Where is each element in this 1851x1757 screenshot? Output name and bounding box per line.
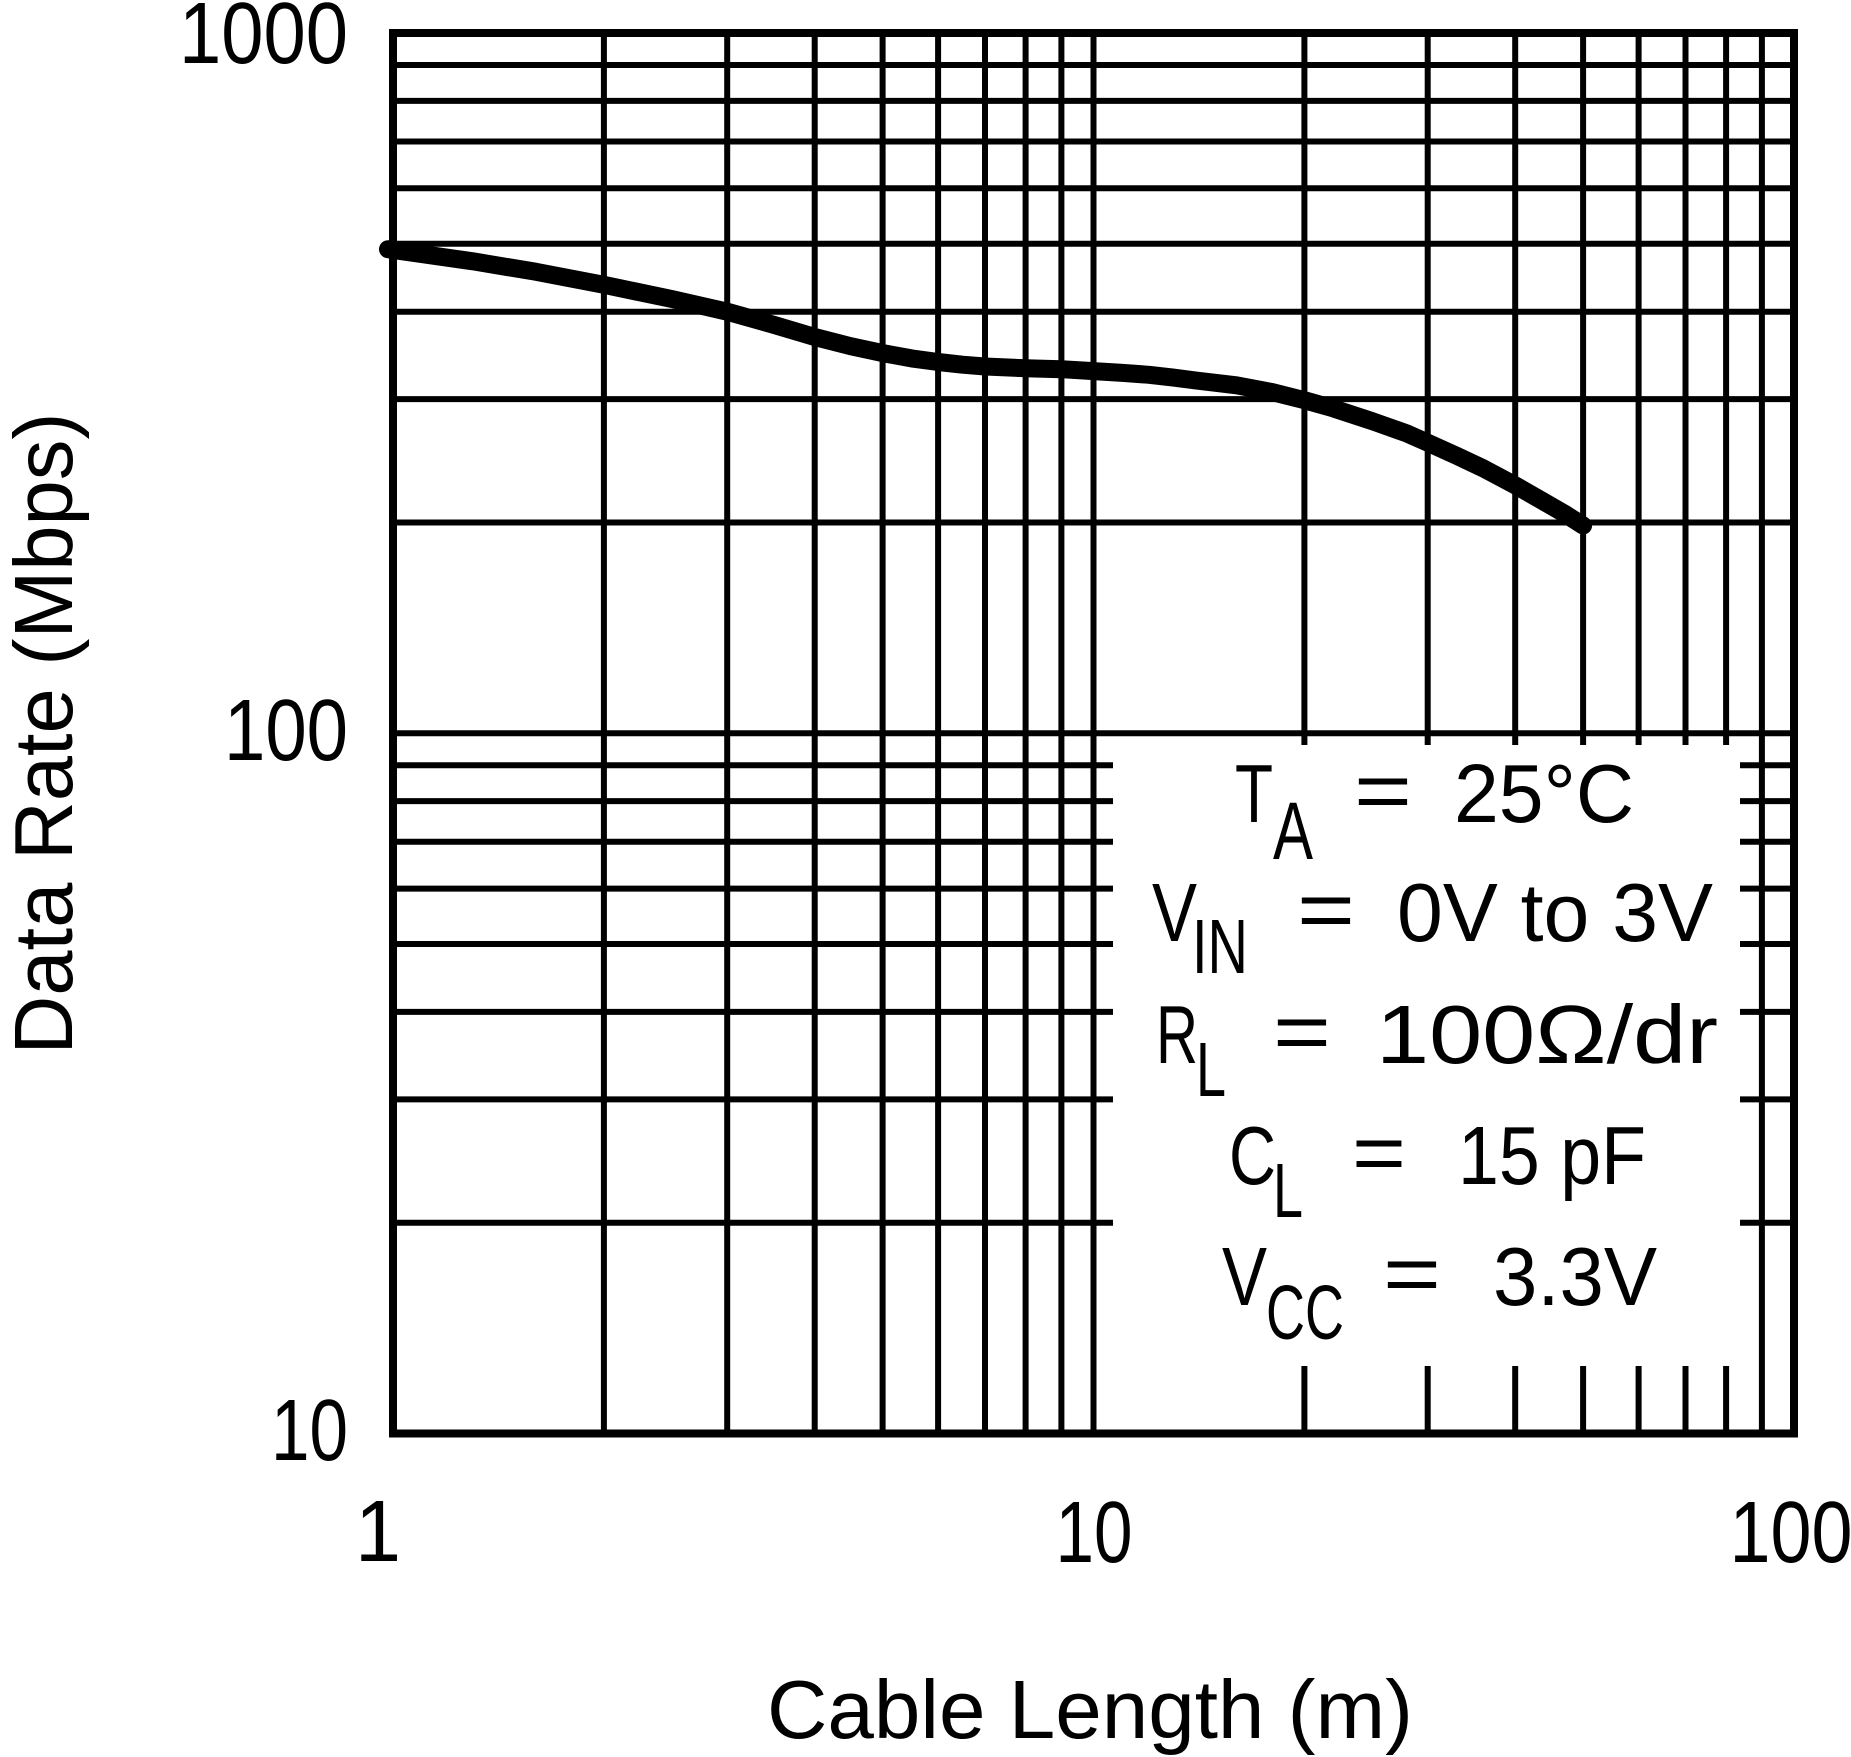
- svg-text:100: 100: [224, 682, 348, 779]
- svg-text:100: 100: [1730, 1484, 1851, 1581]
- svg-text:1: 1: [355, 1483, 401, 1580]
- svg-text:V: V: [1152, 866, 1197, 959]
- svg-text:T: T: [1235, 747, 1273, 840]
- svg-text:=: =: [1354, 744, 1412, 837]
- svg-text:CC: CC: [1266, 1270, 1344, 1356]
- svg-text:10: 10: [271, 1382, 348, 1479]
- svg-text:L: L: [1273, 1148, 1303, 1234]
- svg-text:=: =: [1383, 1227, 1441, 1320]
- svg-text:=: =: [1297, 863, 1355, 956]
- svg-text:15 pF: 15 pF: [1458, 1109, 1646, 1202]
- svg-text:V: V: [1222, 1230, 1267, 1323]
- svg-text:Data Rate (Mbps): Data Rate (Mbps): [0, 413, 90, 1055]
- svg-text:IN: IN: [1192, 904, 1248, 990]
- svg-text:A: A: [1273, 786, 1313, 877]
- svg-text:100Ω/dr: 100Ω/dr: [1376, 988, 1718, 1081]
- svg-text:25°C: 25°C: [1454, 747, 1634, 840]
- svg-text:L: L: [1196, 1027, 1226, 1113]
- svg-text:R: R: [1156, 988, 1198, 1081]
- svg-text:Cable Length (m): Cable Length (m): [767, 1663, 1413, 1756]
- svg-text:1000: 1000: [179, 0, 348, 82]
- svg-text:=: =: [1273, 985, 1331, 1078]
- svg-text:C: C: [1229, 1109, 1276, 1202]
- svg-text:=: =: [1352, 1106, 1406, 1199]
- svg-text:10: 10: [1056, 1484, 1133, 1581]
- svg-text:0V to 3V: 0V to 3V: [1397, 866, 1713, 959]
- svg-text:3.3V: 3.3V: [1493, 1230, 1657, 1323]
